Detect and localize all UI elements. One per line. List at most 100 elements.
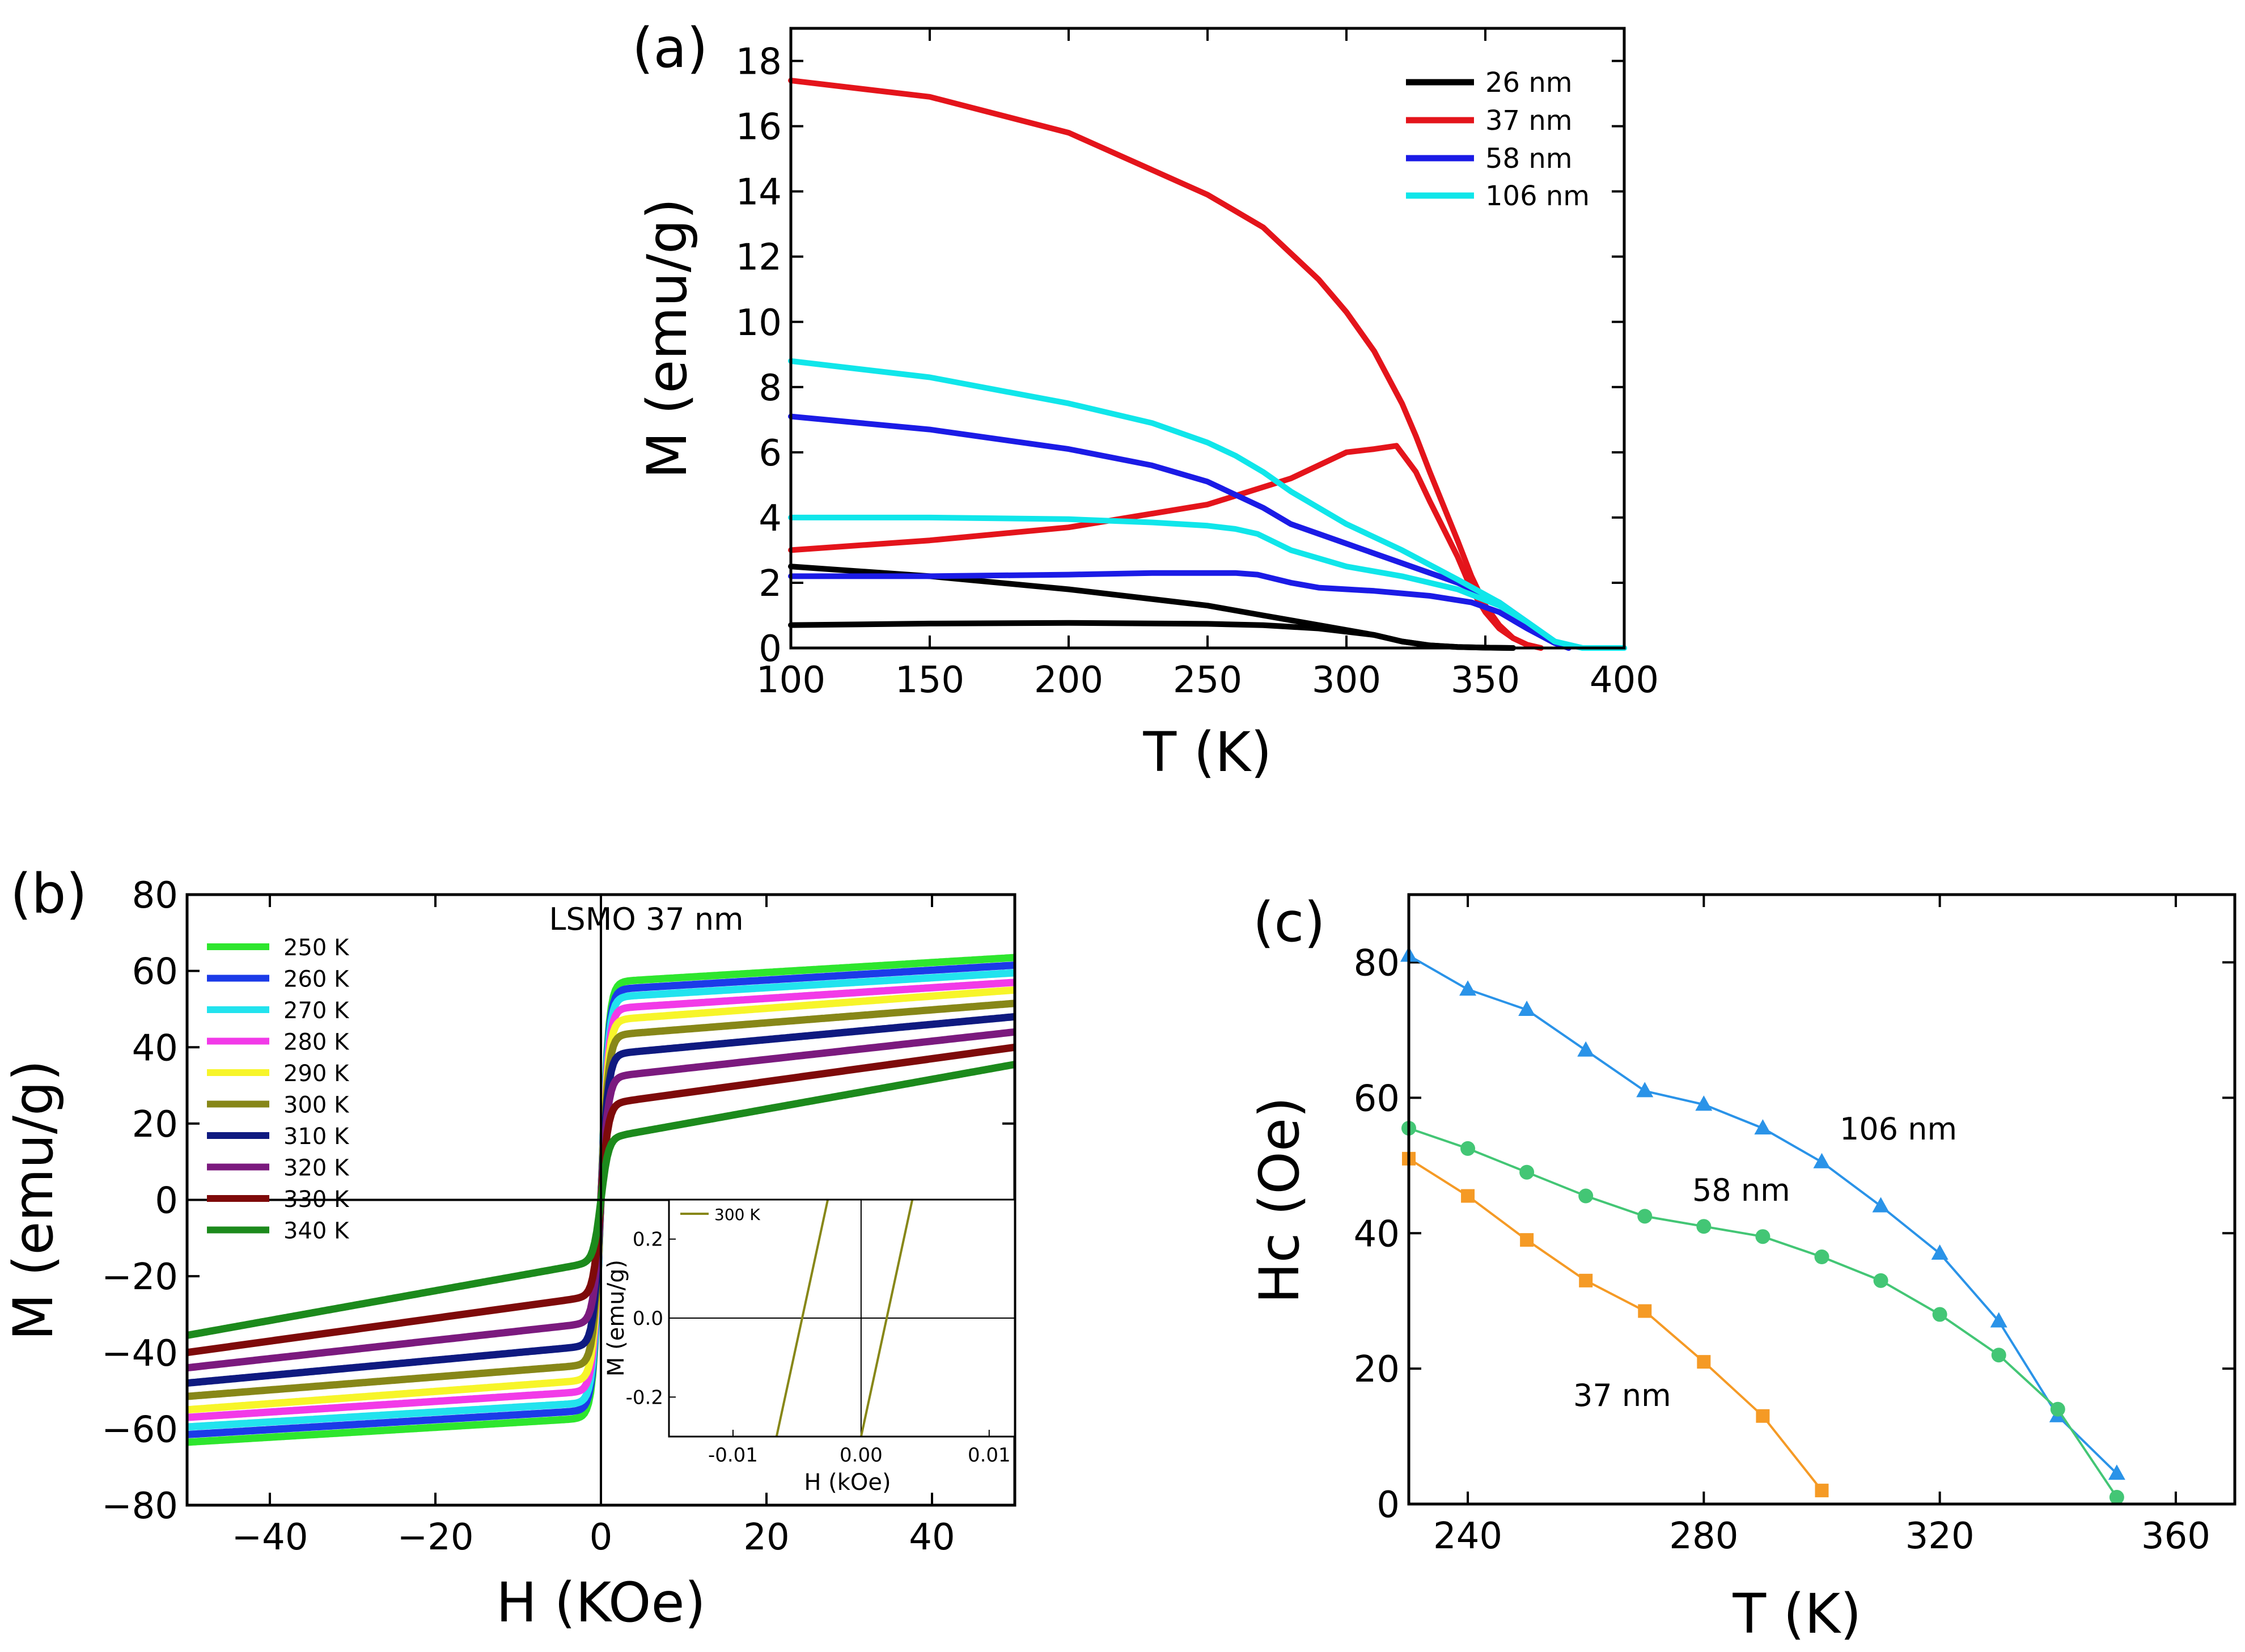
y-tick-label: −40: [101, 1333, 178, 1375]
legend-label-106nm: 106 nm: [1485, 180, 1590, 212]
y-tick-label: 0: [759, 628, 782, 670]
legend-label-26nm: 26 nm: [1485, 67, 1573, 99]
legend-label-340K: 340 K: [283, 1218, 350, 1244]
panel-b-inset: -0.01 0.00 0.01 -0.2 0.0 0.2 300 K H (kOe) M …: [603, 1198, 1016, 1496]
series-58nm-zfc: [788, 570, 1572, 651]
series-106nm-line: [1408, 954, 2118, 1475]
series-58nm-point: [1578, 1188, 1594, 1204]
series-106nm-point: [1636, 1082, 1654, 1098]
series-58nm-point: [1519, 1164, 1535, 1180]
inset-hysteresis-branch-1: [775, 1199, 829, 1437]
series-26nm-zfc: [788, 620, 1516, 651]
panel-c-xlabel: T (K): [1732, 1582, 1861, 1646]
x-tick-label: 350: [1451, 659, 1520, 701]
y-tick-label: 80: [1354, 942, 1400, 984]
series-58nm-point: [1755, 1229, 1770, 1244]
series-106nm-point: [1459, 980, 1477, 996]
y-tick-label: 6: [759, 433, 782, 475]
series-37nm-point: [1579, 1273, 1593, 1287]
series-106nm-point: [1990, 1312, 2007, 1328]
inset-y-tick-label: 0.2: [633, 1229, 663, 1251]
legend-label-290K: 290 K: [283, 1061, 350, 1087]
y-tick-label: 8: [759, 367, 782, 409]
inset-x-tick-label: 0.00: [840, 1444, 883, 1467]
y-tick-label: −20: [101, 1256, 178, 1298]
series-58nm-point: [2109, 1490, 2124, 1505]
series-37nm-zfc: [788, 443, 1544, 651]
series-58nm-point: [1460, 1141, 1476, 1156]
x-tick-label: 360: [2141, 1515, 2210, 1557]
x-tick-label: 280: [1669, 1515, 1738, 1557]
panel-a-series: [788, 78, 1627, 651]
x-tick-label: 250: [1173, 659, 1242, 701]
series-106nm-point: [1695, 1095, 1713, 1111]
series-37nm-line: [1408, 1158, 1823, 1492]
y-tick-label: 0: [155, 1180, 178, 1222]
x-tick-label: 150: [895, 659, 964, 701]
inset-series: [775, 1199, 914, 1437]
legend-label-37nm: 37 nm: [1485, 105, 1573, 137]
panel-a-chart: (a) 100 150 200 250 300 350 400 0 2 4 6 8 10 12 14 16 18…: [632, 16, 1659, 784]
series-106nm-point: [1872, 1197, 1890, 1213]
series-37nm-point: [1756, 1409, 1770, 1423]
panel-b-label: (b): [10, 862, 87, 926]
inset-xlabel: H (kOe): [804, 1469, 891, 1496]
y-tick-label: −80: [101, 1485, 178, 1527]
panel-c-frame: [1407, 893, 2236, 1506]
panel-a-xlabel: T (K): [1142, 721, 1272, 784]
panel-b-legend: 250 K 260 K 270 K 280 K 290 K 300 K 310 K 320 K…: [207, 935, 350, 1244]
panel-a-label: (a): [632, 16, 708, 80]
panel-b-ticks: −40 −20 0 20 40 −80 −60 −40 −20 0 20 40 60 80: [101, 875, 1015, 1558]
x-tick-label: −40: [231, 1517, 308, 1558]
y-tick-label: 60: [1354, 1078, 1400, 1120]
inset-ylabel: M (emu/g): [603, 1260, 629, 1376]
panel-b-chart: (b) LSMO 37 nm −40 −20 0 20 40−80−60−40−2002…: [2, 862, 1016, 1634]
inset-hysteresis-branch-2: [859, 1199, 914, 1437]
inset-y-tick-label: 0.0: [633, 1307, 663, 1330]
legend-label-270K: 270 K: [283, 998, 350, 1024]
y-tick-label: 40: [132, 1027, 178, 1069]
panel-c-ylabel: Hc (Oe): [1248, 1096, 1311, 1303]
legend-label-58nm: 58 nm: [1485, 143, 1573, 175]
series-37nm-point: [1520, 1233, 1534, 1247]
series-106nm-point: [1577, 1041, 1595, 1057]
legend-label-260K: 260 K: [283, 967, 350, 993]
series-106nm-point: [1931, 1244, 1949, 1260]
y-tick-label: 12: [736, 237, 782, 279]
y-tick-label: 60: [132, 951, 178, 993]
legend-label-280K: 280 K: [283, 1030, 350, 1056]
y-tick-label: −60: [101, 1409, 178, 1451]
y-tick-label: 18: [736, 41, 782, 83]
panel-b-xlabel: H (KOe): [496, 1571, 706, 1634]
y-tick-label: 40: [1354, 1213, 1400, 1255]
x-tick-label: 20: [743, 1517, 789, 1558]
y-tick-label: 20: [1354, 1349, 1400, 1391]
panel-c-ticks: 240 280 320 360 0 20 40 60 80: [1354, 895, 2235, 1557]
label-37nm: 37 nm: [1573, 1378, 1671, 1413]
series-58nm-point: [1814, 1249, 1829, 1265]
x-tick-label: −20: [397, 1517, 473, 1558]
inset-y-tick-label: -0.2: [626, 1386, 663, 1409]
legend-label-310K: 310 K: [283, 1124, 350, 1150]
series-37nm-point: [1461, 1189, 1475, 1203]
series-58nm-point: [1932, 1307, 1947, 1322]
legend-label-250K: 250 K: [283, 935, 350, 961]
series-37nm-point: [1697, 1355, 1711, 1369]
y-tick-label: 4: [759, 498, 782, 540]
panel-c-series: [1400, 946, 2125, 1505]
y-tick-label: 14: [736, 172, 782, 214]
panel-b-title: LSMO 37 nm: [549, 901, 743, 937]
y-tick-label: 80: [132, 875, 178, 917]
series-106nm-point: [1518, 1001, 1536, 1016]
label-106nm: 106 nm: [1840, 1111, 1957, 1147]
x-tick-label: 320: [1905, 1515, 1975, 1557]
series-106nm-zfc: [788, 514, 1627, 651]
panel-c-label: (c): [1253, 891, 1325, 954]
series-58nm-point: [1696, 1219, 1712, 1234]
y-tick-label: 16: [736, 107, 782, 149]
legend-label-300K: 300 K: [283, 1092, 350, 1119]
y-tick-label: 20: [132, 1104, 178, 1146]
inset-legend-label: 300 K: [714, 1205, 760, 1224]
